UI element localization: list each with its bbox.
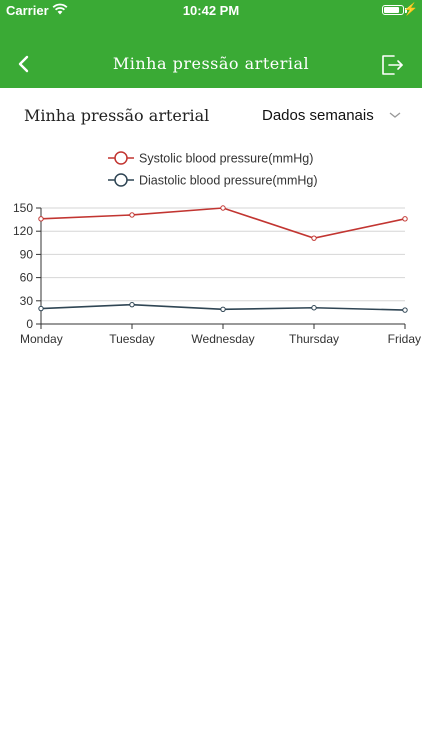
data-point [311,235,317,241]
legend-marker [114,151,128,165]
data-point [38,305,44,312]
wifi-icon [52,3,68,15]
logout-icon [382,55,403,75]
back-button[interactable] [14,52,36,76]
data-point [402,216,408,222]
battery-cap [405,8,407,13]
data-point [220,306,226,313]
data-point [311,305,317,311]
range-select[interactable]: Dados semanais [262,107,374,124]
app-header: Carrier 10:42 PM ⚡ Minha pressão arteria… [0,0,422,88]
x-tick-label: Thursday [289,332,339,346]
section-title: Minha pressão arterial [24,106,210,125]
series-line [40,207,406,239]
x-tick-label: Tuesday [109,332,155,346]
carrier-label: Carrier [6,3,49,18]
x-tick-label: Monday [20,332,63,346]
data-point [220,205,226,211]
legend-label: Systolic blood pressure(mmHg) [139,152,313,166]
subheader: Minha pressão arterial Dados semanais [0,100,422,134]
logout-button[interactable] [380,53,404,77]
page-title: Minha pressão arterial [112,54,310,73]
y-tick-label: 30 [20,294,34,308]
y-tick-label: 120 [13,224,33,238]
battery-icon [382,5,404,15]
status-bar: Carrier 10:42 PM ⚡ [0,0,422,22]
chevron-down-icon[interactable] [388,110,402,120]
legend-marker [114,173,128,187]
data-point [402,307,408,313]
data-point [38,216,44,222]
blood-pressure-chart: Systolic blood pressure(mmHg) Diastolic b… [13,151,421,346]
x-tick-label: Wednesday [191,332,254,346]
y-tick-label: 0 [26,317,33,331]
y-tick-label: 90 [20,247,34,261]
legend-label: Diastolic blood pressure(mmHg) [139,174,318,188]
y-tick-label: 150 [13,201,33,215]
data-point [129,301,135,308]
chevron-left-icon [18,55,29,73]
y-tick-label: 60 [20,271,34,285]
charging-bolt-icon: ⚡ [403,2,418,16]
data-point [129,212,135,218]
x-tick-label: Friday [388,332,421,346]
clock: 10:42 PM [182,3,240,18]
